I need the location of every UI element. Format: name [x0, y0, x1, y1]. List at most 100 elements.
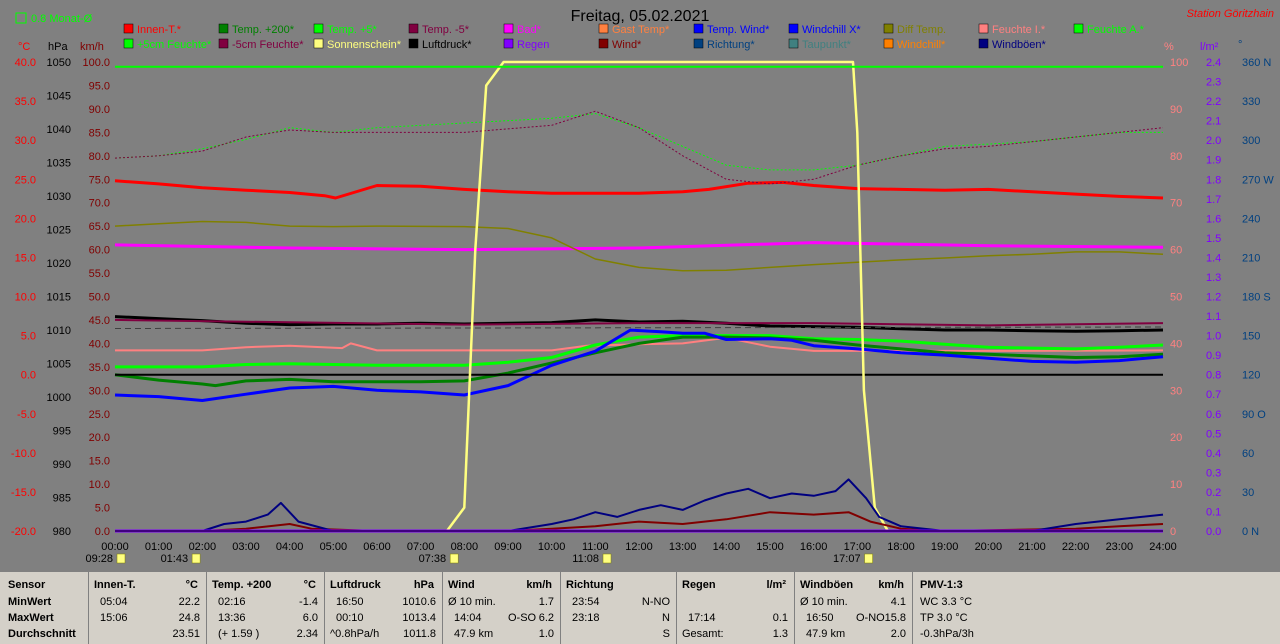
y-tick-direction: 300	[1242, 135, 1260, 147]
series-windtemp	[114, 328, 1164, 402]
legend-swatch[interactable]	[598, 38, 609, 49]
pmv-wc: WC 3.3 °C	[920, 596, 973, 608]
y-tick-kmh: 95.0	[89, 80, 110, 92]
legend-swatch[interactable]	[503, 38, 514, 49]
legend-swatch[interactable]	[408, 38, 419, 49]
legend-label: Taupunkt*	[802, 39, 852, 51]
y-tick-hpa: 1045	[47, 91, 71, 103]
y-tick-rain: 0.7	[1206, 389, 1221, 401]
time-marker-icon	[449, 553, 459, 564]
legend-swatch[interactable]	[218, 23, 229, 34]
legend-label: Diff Temp.	[897, 24, 946, 36]
y-tick-direction: 120	[1242, 370, 1260, 382]
axis-unit-celsius: °C	[18, 41, 30, 53]
druck-avg-value: 1011.8	[403, 628, 436, 640]
x-tick-label: 03:00	[232, 541, 260, 553]
y-tick-kmh: 25.0	[89, 409, 110, 421]
richtung-min-value: N-NO	[641, 596, 670, 608]
y-tick-rain: 1.3	[1206, 272, 1221, 284]
y-tick-direction: 360 N	[1242, 57, 1271, 69]
plot-area	[114, 60, 1164, 533]
legend-swatch[interactable]	[788, 38, 799, 49]
legend-swatch[interactable]	[598, 23, 609, 34]
series-temp_m5	[114, 318, 1164, 327]
y-tick-rain: 1.0	[1206, 331, 1221, 343]
legend-swatch[interactable]	[693, 23, 704, 34]
unit-boeen: km/h	[878, 579, 904, 591]
y-tick-rain: 0.2	[1206, 487, 1221, 499]
unit-regen: l/m²	[766, 579, 786, 591]
legend-label: Wind*	[612, 39, 642, 51]
series-taupunkt	[114, 220, 1164, 272]
unit-innen: °C	[185, 579, 198, 591]
legend-swatch[interactable]	[978, 23, 989, 34]
y-tick-kmh: 55.0	[89, 268, 110, 280]
y-tick-rain: 1.2	[1206, 292, 1221, 304]
y-tick-direction: 330	[1242, 96, 1260, 108]
y-tick-direction: 240	[1242, 213, 1260, 225]
y-tick-hpa: 1050	[47, 57, 71, 69]
x-tick-label: 24:00	[1149, 541, 1177, 553]
y-tick-kmh: 65.0	[89, 221, 110, 233]
richtung-max-value: N	[662, 612, 670, 624]
y-tick-celsius: -15.0	[11, 487, 36, 499]
col-wind: Wind km/h Ø 10 min. 1.7 14:04 O-SO 6.2 4…	[442, 572, 561, 644]
y-tick-rain: 1.7	[1206, 194, 1221, 206]
legend-swatch[interactable]	[503, 23, 514, 34]
x-tick-label: 13:00	[669, 541, 697, 553]
time-marker-icon	[602, 553, 612, 564]
wind-max-time: 14:04	[454, 612, 482, 624]
wind-distance: 47.9 km	[454, 628, 494, 640]
hdr-richtung: Richtung	[566, 579, 614, 591]
y-tick-rain: 0.6	[1206, 409, 1221, 421]
legend-swatch[interactable]	[883, 38, 894, 49]
y-tick-hpa: 980	[53, 526, 71, 538]
time-marker-label: 17:07	[833, 553, 861, 565]
x-tick-label: 09:00	[494, 541, 522, 553]
x-tick-label: 18:00	[887, 541, 915, 553]
wind-max-value: 6.2	[538, 612, 554, 624]
innen-min-value: 22.2	[178, 596, 200, 608]
y-tick-hpa: 1015	[47, 292, 71, 304]
legend-swatch[interactable]	[123, 38, 134, 49]
legend-swatch[interactable]	[313, 23, 324, 34]
time-marker-label: 09:28	[85, 553, 113, 565]
time-markers: 09:28 01:43 07:38 11:08 17:07	[85, 553, 873, 565]
legend-label: Windchill*	[897, 39, 946, 51]
series-boeen	[115, 478, 1164, 532]
y-tick-celsius: -20.0	[11, 526, 36, 538]
y-tick-rain: 0.1	[1206, 506, 1221, 518]
x-tick-label: 08:00	[451, 541, 479, 553]
legend-swatch[interactable]	[408, 23, 419, 34]
y-tick-rain: 2.0	[1206, 135, 1221, 147]
legend-swatch[interactable]	[1073, 23, 1084, 34]
y-tick-kmh: 10.0	[89, 479, 110, 491]
legend-swatch[interactable]	[883, 23, 894, 34]
legend-swatch[interactable]	[788, 23, 799, 34]
innen-min-time: 05:04	[100, 596, 128, 608]
legend-swatch[interactable]	[123, 23, 134, 34]
legend-swatch[interactable]	[313, 38, 324, 49]
axis-unit-hpa: hPa	[48, 41, 68, 53]
y-tick-kmh: 90.0	[89, 104, 110, 116]
legend-swatch[interactable]	[693, 38, 704, 49]
legend-swatch[interactable]	[978, 38, 989, 49]
legend-label: +5cm Feuchte*	[137, 39, 212, 51]
x-tick-label: 22:00	[1062, 541, 1090, 553]
y-tick-rain: 2.3	[1206, 77, 1221, 89]
col-sensor: Sensor MinWert MaxWert Durchschnitt	[0, 572, 89, 644]
x-tick-label: 10:00	[538, 541, 566, 553]
wind-avg-value: 1.0	[538, 628, 554, 640]
monthly-avg-checkbox[interactable]	[15, 12, 27, 24]
druck-max-value: 1013.4	[402, 612, 436, 624]
wind-avg10-value: 1.7	[538, 596, 554, 608]
y-tick-celsius: 35.0	[15, 96, 36, 108]
plot-background	[115, 62, 1163, 531]
boeen-avg-label: Ø 10 min.	[800, 596, 848, 608]
legend-swatch[interactable]	[218, 38, 229, 49]
legend-label: Regen	[517, 39, 549, 51]
y-tick-kmh: 45.0	[89, 315, 110, 327]
regen-total-value: 1.3	[772, 628, 788, 640]
wind-avg-label: Ø 10 min.	[448, 596, 496, 608]
y-tick-direction: 0 N	[1242, 526, 1259, 538]
